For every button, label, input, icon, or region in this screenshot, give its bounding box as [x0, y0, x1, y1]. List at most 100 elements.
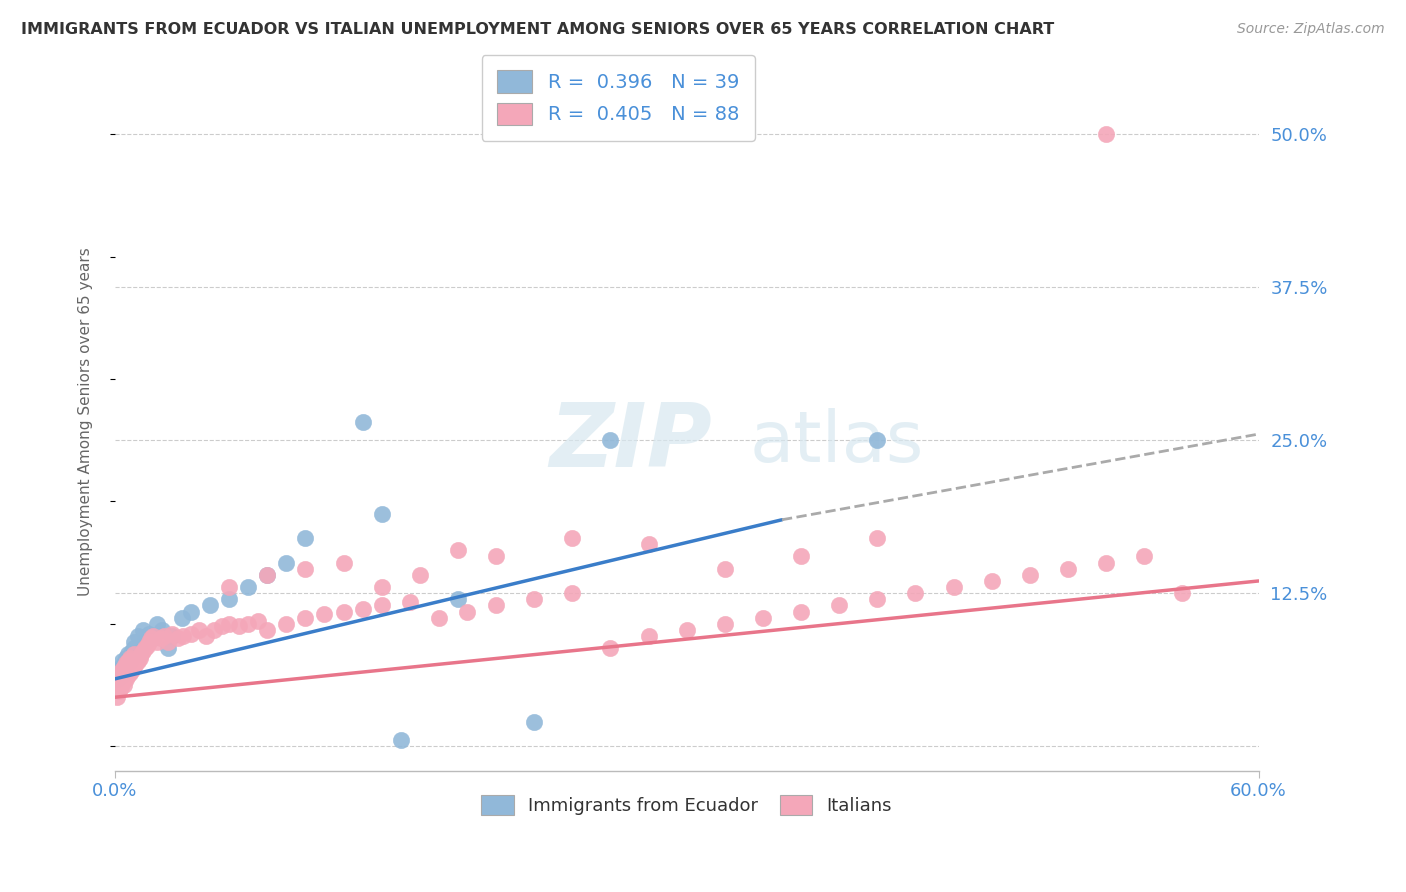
- Point: [246, 615, 269, 629]
- Point: [131, 648, 153, 662]
- Point: [132, 644, 155, 658]
- Point: [153, 629, 176, 643]
- Point: [110, 668, 132, 682]
- Point: [111, 668, 134, 682]
- Point: [218, 616, 240, 631]
- Legend: Immigrants from Ecuador, Italians: Immigrants from Ecuador, Italians: [472, 786, 901, 824]
- Point: [107, 665, 129, 680]
- Point: [714, 616, 737, 631]
- Point: [117, 654, 139, 668]
- Point: [134, 635, 156, 649]
- Point: [980, 574, 1002, 588]
- Point: [1057, 562, 1080, 576]
- Point: [160, 629, 183, 643]
- Point: [332, 605, 354, 619]
- Point: [132, 623, 155, 637]
- Point: [118, 665, 141, 680]
- Point: [121, 663, 143, 677]
- Point: [866, 433, 889, 447]
- Point: [166, 632, 188, 646]
- Point: [294, 562, 316, 576]
- Point: [828, 599, 851, 613]
- Point: [866, 531, 889, 545]
- Point: [294, 531, 316, 545]
- Point: [145, 635, 167, 649]
- Point: [752, 610, 775, 624]
- Text: atlas: atlas: [749, 409, 924, 477]
- Point: [218, 580, 240, 594]
- Point: [112, 678, 135, 692]
- Point: [105, 672, 128, 686]
- Point: [256, 567, 278, 582]
- Point: [138, 635, 160, 649]
- Point: [122, 648, 145, 662]
- Point: [111, 675, 134, 690]
- Point: [238, 616, 260, 631]
- Point: [399, 595, 422, 609]
- Point: [110, 663, 132, 677]
- Point: [122, 659, 145, 673]
- Point: [485, 599, 508, 613]
- Point: [202, 623, 225, 637]
- Point: [187, 623, 209, 637]
- Point: [118, 654, 141, 668]
- Point: [128, 648, 150, 662]
- Point: [1095, 556, 1118, 570]
- Point: [294, 610, 316, 624]
- Point: [352, 415, 374, 429]
- Point: [637, 629, 659, 643]
- Point: [228, 619, 250, 633]
- Point: [142, 629, 165, 643]
- Point: [1095, 127, 1118, 141]
- Point: [172, 629, 194, 643]
- Point: [128, 651, 150, 665]
- Point: [117, 668, 139, 682]
- Point: [118, 651, 141, 665]
- Point: [107, 665, 129, 680]
- Point: [238, 580, 260, 594]
- Point: [115, 651, 138, 665]
- Point: [111, 654, 134, 668]
- Point: [332, 556, 354, 570]
- Point: [523, 592, 546, 607]
- Point: [180, 605, 202, 619]
- Point: [122, 641, 145, 656]
- Point: [790, 605, 813, 619]
- Point: [1171, 586, 1194, 600]
- Point: [195, 629, 218, 643]
- Point: [149, 632, 172, 646]
- Point: [117, 648, 139, 662]
- Point: [904, 586, 927, 600]
- Point: [485, 549, 508, 564]
- Point: [125, 656, 148, 670]
- Point: [456, 605, 478, 619]
- Point: [790, 549, 813, 564]
- Point: [256, 623, 278, 637]
- Point: [157, 641, 180, 656]
- Point: [276, 556, 298, 570]
- Point: [389, 733, 412, 747]
- Point: [110, 681, 132, 695]
- Point: [127, 654, 149, 668]
- Point: [142, 632, 165, 646]
- Point: [211, 619, 233, 633]
- Point: [115, 672, 138, 686]
- Point: [447, 592, 470, 607]
- Point: [170, 610, 193, 624]
- Point: [112, 659, 135, 673]
- Point: [675, 623, 697, 637]
- Point: [561, 531, 583, 545]
- Point: [561, 586, 583, 600]
- Point: [107, 668, 129, 682]
- Text: Source: ZipAtlas.com: Source: ZipAtlas.com: [1237, 22, 1385, 37]
- Point: [198, 599, 221, 613]
- Point: [139, 632, 162, 646]
- Point: [157, 635, 180, 649]
- Point: [115, 656, 138, 670]
- Point: [523, 714, 546, 729]
- Point: [866, 592, 889, 607]
- Point: [121, 644, 143, 658]
- Point: [134, 641, 156, 656]
- Point: [276, 616, 298, 631]
- Point: [105, 690, 128, 705]
